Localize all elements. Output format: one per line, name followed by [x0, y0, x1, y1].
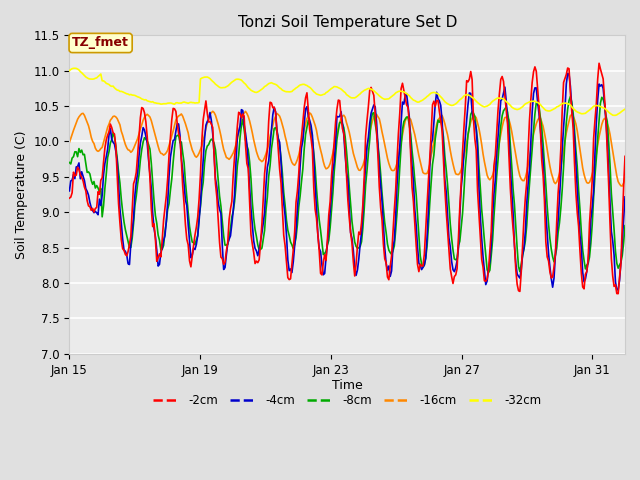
X-axis label: Time: Time — [332, 379, 363, 392]
Legend: -2cm, -4cm, -8cm, -16cm, -32cm: -2cm, -4cm, -8cm, -16cm, -32cm — [148, 389, 546, 411]
Title: Tonzi Soil Temperature Set D: Tonzi Soil Temperature Set D — [237, 15, 457, 30]
Y-axis label: Soil Temperature (C): Soil Temperature (C) — [15, 130, 28, 259]
Text: TZ_fmet: TZ_fmet — [72, 36, 129, 49]
